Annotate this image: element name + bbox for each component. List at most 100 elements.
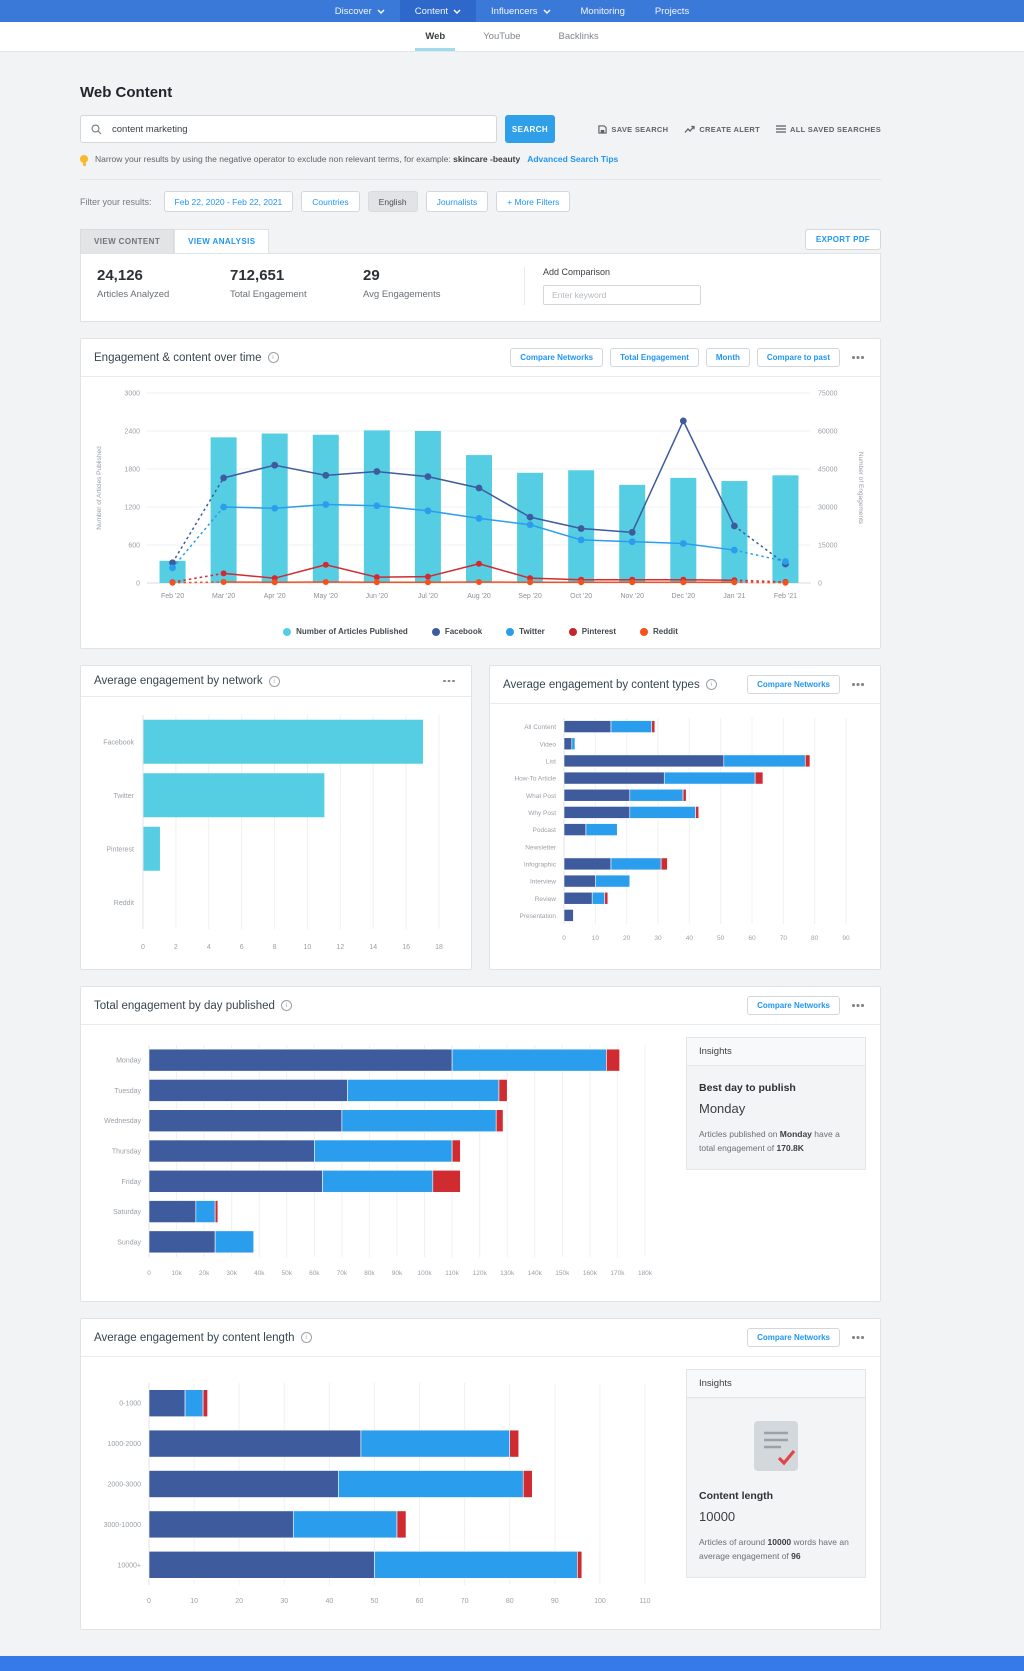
category-label: Newsletter — [525, 844, 557, 851]
card-body: 0 10 20 30 40 50 60 70 80 90 100 110 0-1000 1000-2000… — [81, 1357, 880, 1629]
stat-total-engagement: 712,651 Total Engagement — [230, 267, 363, 300]
network-bar — [143, 773, 325, 818]
legend-label: Facebook — [444, 627, 483, 636]
series-line — [223, 572, 275, 579]
twitter-segment — [610, 720, 653, 733]
nav-item-influencers[interactable]: Influencers — [476, 0, 565, 22]
pinterest-segment — [522, 1470, 533, 1498]
more-menu-icon[interactable] — [852, 1334, 865, 1342]
page-title: Web Content — [80, 84, 173, 101]
articles-bar — [312, 434, 339, 583]
category-label: 1000-2000 — [108, 1441, 142, 1448]
stat-value: 712,651 — [230, 267, 285, 284]
card-header: Total engagement by day published Compar… — [81, 987, 880, 1025]
twitter-segment — [610, 857, 662, 871]
more-menu-icon[interactable] — [443, 677, 456, 685]
tick-label: 0 — [818, 581, 822, 588]
tab-web[interactable]: Web — [415, 22, 456, 51]
insights-box: Insights Content length 10000 Articles o… — [686, 1369, 866, 1579]
month-button[interactable]: Month — [705, 348, 750, 367]
data-point — [475, 484, 483, 492]
facebook-segment — [563, 737, 573, 751]
advanced-search-tips-link[interactable]: Advanced Search Tips — [527, 154, 619, 164]
create-alert-button[interactable]: CREATE ALERT — [684, 125, 760, 134]
network-bar — [143, 826, 160, 871]
series-line — [274, 464, 326, 477]
export-pdf-button[interactable]: EXPORT PDF — [804, 229, 881, 250]
insight-note: Articles of around 10000 words have an a… — [699, 1537, 849, 1562]
x-tick-label: Jan '21 — [723, 593, 745, 600]
x-tick-label: 18 — [435, 944, 443, 951]
more-menu-icon[interactable] — [852, 354, 865, 362]
card-title: Average engagement by content types — [503, 678, 700, 691]
filter-chip-date-range[interactable]: Feb 22, 2020 - Feb 22, 2021 — [163, 191, 294, 212]
data-point — [220, 474, 228, 482]
view-content-tab[interactable]: VIEW CONTENT — [80, 229, 175, 253]
stat-value: 29 — [363, 267, 380, 284]
info-icon[interactable] — [300, 1332, 312, 1343]
nav-item-monitoring[interactable]: Monitoring — [566, 0, 640, 22]
info-icon[interactable] — [705, 679, 717, 690]
more-menu-icon[interactable] — [852, 681, 865, 689]
x-tick-label: 40k — [254, 1270, 265, 1277]
nav-item-content[interactable]: Content — [399, 0, 477, 22]
category-label: Wednesday — [104, 1118, 141, 1125]
comparison-keyword-input[interactable] — [543, 285, 701, 305]
view-analysis-tab[interactable]: VIEW ANALYSIS — [174, 229, 270, 253]
card-title: Average engagement by content length — [94, 1331, 295, 1344]
facebook-segment — [148, 1389, 186, 1418]
x-tick-label: 10 — [190, 1598, 198, 1605]
search-input[interactable] — [110, 122, 486, 136]
more-menu-icon[interactable] — [852, 1002, 865, 1010]
card-header: Average engagement by network — [81, 666, 471, 697]
pinterest-segment — [451, 1139, 461, 1163]
search-button[interactable]: SEARCH — [505, 115, 555, 143]
tab-label: Web — [425, 31, 446, 42]
facebook-segment — [148, 1230, 216, 1254]
lightbulb-icon — [80, 155, 88, 166]
insights-body: Content length 10000 Articles of around … — [687, 1398, 865, 1577]
data-point — [577, 525, 585, 532]
filter-chip-language[interactable]: English — [367, 191, 418, 212]
data-point — [271, 579, 278, 586]
data-point — [629, 579, 636, 586]
card-title: Engagement & content over time — [94, 351, 262, 364]
compare-networks-button[interactable]: Compare Networks — [747, 1328, 840, 1347]
filter-chip-journalists[interactable]: Journalists — [425, 191, 489, 212]
x-tick-label: 60 — [748, 935, 756, 942]
nav-item-discover[interactable]: Discover — [320, 0, 400, 22]
x-tick-label: Oct '20 — [570, 593, 592, 600]
series-line — [581, 527, 633, 534]
filter-chip-more-filters[interactable]: + More Filters — [496, 191, 571, 212]
chip-label: Countries — [312, 196, 349, 207]
save-search-button[interactable]: SAVE SEARCH — [598, 125, 668, 134]
data-point — [373, 502, 381, 510]
insight-value: 10000 — [699, 1509, 736, 1524]
twitter-segment — [451, 1048, 607, 1072]
filter-chip-countries[interactable]: Countries — [301, 191, 360, 212]
x-tick-label: 60 — [416, 1598, 424, 1605]
info-icon[interactable] — [280, 1000, 292, 1011]
compare-to-past-button[interactable]: Compare to past — [756, 348, 840, 367]
series-line — [529, 524, 582, 541]
data-point — [424, 507, 432, 515]
avg-network-chart: 0 2 4 6 8 10 12 14 16 18 Facebook Twitter Pinterest R… — [81, 697, 471, 969]
save-icon — [598, 124, 608, 134]
info-icon[interactable] — [267, 352, 279, 363]
twitter-segment — [338, 1470, 524, 1498]
twitter-segment — [585, 823, 618, 836]
nav-item-projects[interactable]: Projects — [640, 0, 704, 22]
all-saved-searches-button[interactable]: ALL SAVED SEARCHES — [776, 125, 881, 134]
compare-networks-button[interactable]: Compare Networks — [747, 996, 840, 1015]
tab-backlinks[interactable]: Backlinks — [555, 22, 603, 51]
data-point — [526, 521, 534, 529]
total-engagement-button[interactable]: Total Engagement — [610, 348, 699, 367]
compare-networks-button[interactable]: Compare Networks — [510, 348, 604, 367]
tab-youtube[interactable]: YouTube — [479, 22, 524, 51]
info-icon[interactable] — [268, 675, 280, 687]
x-tick-label: 20 — [623, 935, 631, 942]
chip-label: Journalists — [436, 196, 478, 207]
twitter-segment — [314, 1139, 453, 1163]
data-point — [169, 579, 176, 586]
compare-networks-button[interactable]: Compare Networks — [747, 675, 840, 694]
